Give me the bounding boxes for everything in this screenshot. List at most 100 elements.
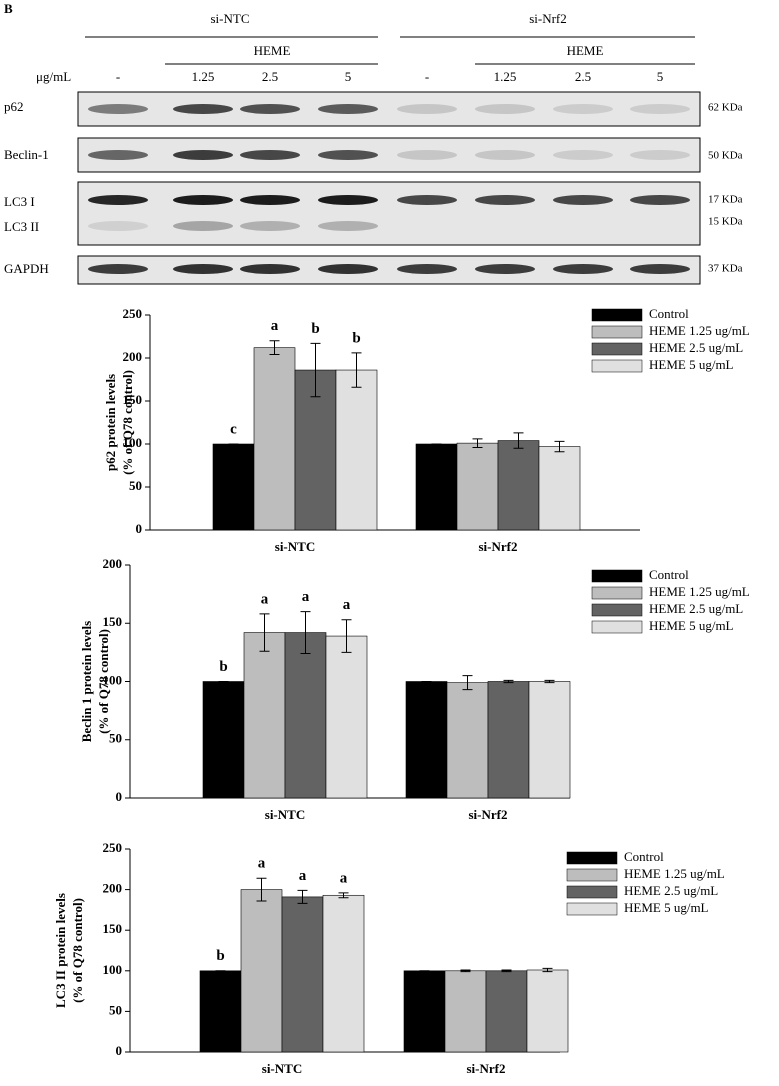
- band: [88, 150, 148, 160]
- legend-swatch: [566, 851, 618, 865]
- size-label: 50 KDa: [708, 150, 743, 162]
- legend-swatch: [591, 308, 643, 322]
- legend-label: HEME 2.5 ug/mL: [649, 340, 743, 355]
- significance-letter: a: [258, 856, 266, 872]
- legend-swatch: [591, 586, 643, 600]
- band: [88, 195, 148, 205]
- lane-label: 5: [345, 69, 352, 84]
- error-bar: [501, 969, 512, 973]
- significance-letter: b: [216, 948, 224, 964]
- x-tick-label: si-Nrf2: [467, 1061, 506, 1076]
- y-tick-label: 150: [103, 921, 123, 936]
- y-axis-label: LC3 II protein levels: [53, 893, 68, 1008]
- y-tick-label: 200: [123, 349, 143, 364]
- treatment-label: HEME: [254, 43, 291, 58]
- y-tick-label: 50: [129, 478, 142, 493]
- bar: [284, 632, 327, 799]
- significance-letter: a: [271, 318, 279, 334]
- band: [630, 195, 690, 205]
- bar: [528, 681, 571, 799]
- bar: [212, 443, 255, 531]
- blot-panel: [77, 36, 701, 285]
- error-bar: [544, 679, 555, 684]
- band: [318, 221, 378, 231]
- band: [240, 150, 300, 160]
- error-bar: [341, 619, 352, 653]
- y-axis-label: p62 protein levels: [103, 374, 118, 471]
- lane-label: 2.5: [262, 69, 278, 84]
- band: [318, 104, 378, 114]
- legend-swatch: [591, 342, 643, 356]
- unit-label: μg/mL: [36, 69, 71, 84]
- band: [475, 104, 535, 114]
- band: [173, 104, 233, 114]
- error-bar: [542, 967, 553, 973]
- legend-label: HEME 2.5 ug/mL: [649, 601, 743, 616]
- bar: [444, 970, 487, 1053]
- y-axis-label: Beclin 1 protein levels: [79, 621, 94, 742]
- band: [318, 264, 378, 274]
- band: [630, 104, 690, 114]
- bar: [325, 635, 368, 799]
- lane-label: -: [425, 69, 429, 84]
- row-label: Beclin-1: [4, 147, 49, 162]
- error-bar: [269, 340, 280, 356]
- band: [88, 104, 148, 114]
- legend-label: HEME 5 ug/mL: [624, 900, 709, 915]
- bar: [497, 440, 540, 531]
- error-bar: [503, 679, 514, 684]
- band: [173, 264, 233, 274]
- legend-swatch: [566, 885, 618, 899]
- lane-label: 5: [657, 69, 664, 84]
- error-bar: [513, 432, 524, 449]
- legend-swatch: [591, 359, 643, 373]
- y-tick-label: 100: [123, 435, 143, 450]
- error-bar: [460, 969, 471, 973]
- significance-letter: b: [352, 330, 360, 346]
- significance-letter: a: [299, 868, 307, 884]
- y-tick-label: 0: [116, 789, 123, 804]
- bar: [322, 894, 365, 1053]
- bar: [240, 889, 283, 1053]
- band: [240, 104, 300, 114]
- error-bar: [351, 352, 362, 388]
- significance-letter: b: [311, 321, 319, 337]
- significance-letter: a: [261, 591, 269, 607]
- bar: [253, 347, 296, 531]
- x-tick-label: si-NTC: [262, 1061, 302, 1076]
- y-tick-label: 150: [123, 392, 143, 407]
- treatment-label: HEME: [567, 43, 604, 58]
- y-tick-label: 250: [123, 306, 143, 321]
- group-label: si-Nrf2: [529, 11, 567, 26]
- error-bar: [297, 889, 308, 904]
- band: [240, 221, 300, 231]
- band: [553, 195, 613, 205]
- legend-swatch: [591, 569, 643, 583]
- y-axis-label: (% of Q78 control): [70, 898, 85, 1003]
- panel-label: B: [4, 1, 13, 16]
- y-tick-label: 150: [103, 614, 123, 629]
- y-axis-label: (% of Q78 control): [96, 629, 111, 734]
- y-tick-label: 100: [103, 672, 123, 687]
- y-tick-label: 250: [103, 840, 123, 855]
- row-label: LC3 II: [4, 219, 39, 234]
- bar: [405, 681, 448, 799]
- legend-swatch: [591, 325, 643, 339]
- size-label: 62 KDa: [708, 102, 743, 114]
- band: [475, 195, 535, 205]
- blot-strip: [77, 181, 701, 246]
- lane-label: 1.25: [192, 69, 215, 84]
- bar: [281, 896, 324, 1053]
- legend-label: Control: [649, 567, 689, 582]
- legend-swatch: [591, 620, 643, 634]
- legend-swatch: [591, 603, 643, 617]
- bar: [485, 970, 528, 1053]
- row-label: GAPDH: [4, 261, 49, 276]
- bar: [202, 681, 245, 799]
- band: [553, 264, 613, 274]
- row-label: LC3 I: [4, 194, 35, 209]
- significance-letter: b: [219, 659, 227, 675]
- significance-letter: c: [230, 421, 237, 437]
- bar: [526, 969, 569, 1053]
